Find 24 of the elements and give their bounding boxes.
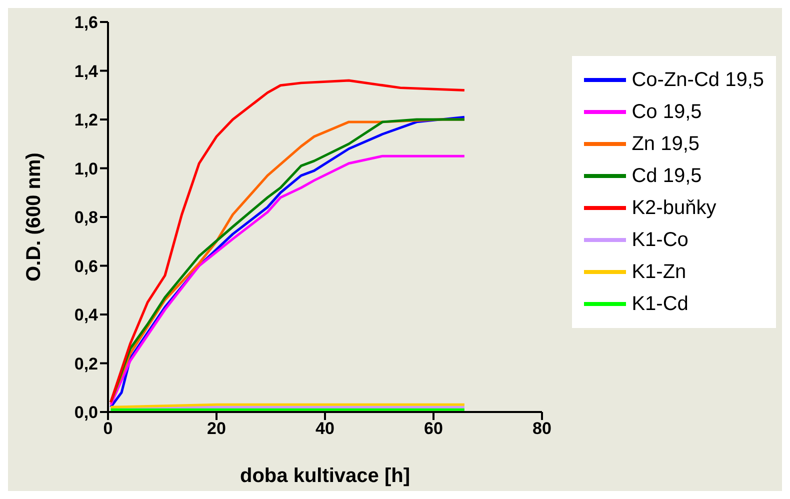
legend-label: Co-Zn-Cd 19,5 (632, 68, 764, 93)
y-axis-title: O.D. (600 nm) (23, 152, 46, 282)
x-tick-label: 80 (532, 419, 552, 438)
x-tick-label: 0 (103, 419, 113, 438)
x-tick-label: 60 (424, 419, 443, 438)
y-tick-label: 0,0 (74, 403, 98, 422)
y-tick-label: 1,4 (74, 62, 99, 81)
legend-label: K1-Zn (632, 260, 686, 285)
legend-label: Co 19,5 (632, 100, 702, 125)
x-tick-label: 40 (316, 419, 334, 438)
y-tick-label: 1,0 (74, 159, 98, 178)
y-tick-label: 0,4 (74, 306, 99, 325)
y-tick-label: 0,8 (74, 208, 98, 228)
x-tick-label: 20 (207, 419, 226, 438)
legend-label: K1-Cd (632, 292, 688, 317)
legend-label: K1-Co (632, 228, 688, 253)
y-tick-label: 0,2 (74, 354, 98, 374)
y-tick-label: 1,6 (74, 13, 98, 32)
y-tick-label: 1,2 (74, 110, 98, 130)
y-tick-label: 0,6 (74, 256, 98, 276)
x-axis-title: doba kultivace [h] (240, 465, 410, 487)
legend-label: Zn 19,5 (632, 132, 700, 157)
legend-label: Cd 19,5 (632, 164, 702, 189)
legend-label: K2-buňky (632, 196, 716, 221)
